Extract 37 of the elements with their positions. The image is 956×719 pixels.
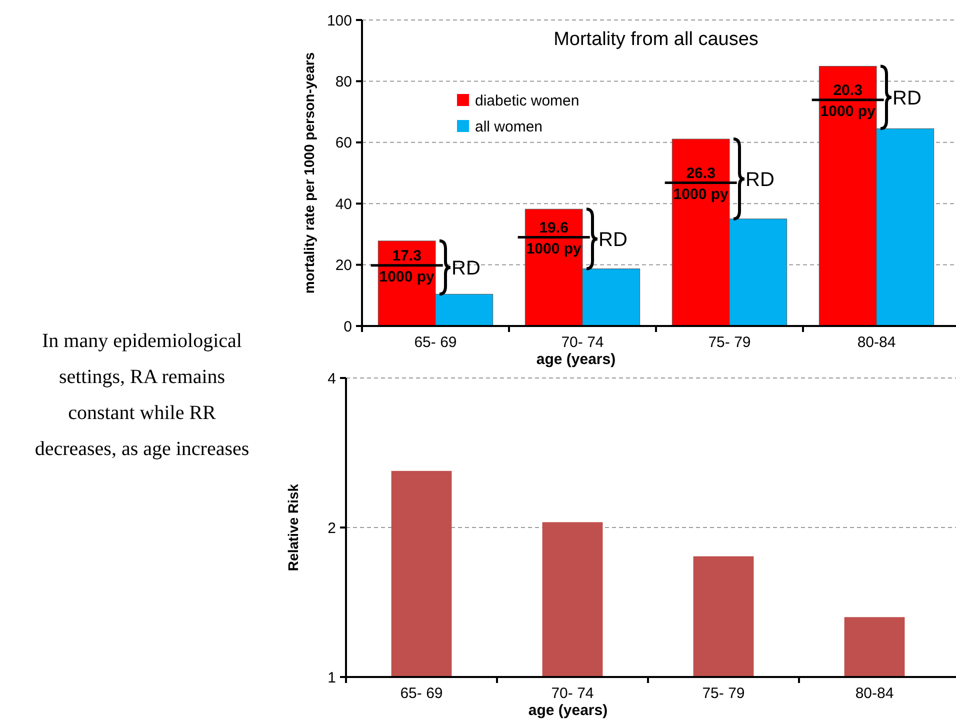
x-tick-label: 70- 74 bbox=[551, 685, 594, 702]
y-tick-label: 0 bbox=[344, 318, 352, 336]
annotation: 26.3 bbox=[686, 164, 716, 182]
annotation: RD bbox=[746, 169, 774, 192]
x-tick-label: 70- 74 bbox=[561, 334, 604, 351]
y-axis-title: mortality rate per 1000 person-years bbox=[301, 52, 317, 294]
y-tick-label: 1 bbox=[328, 669, 336, 686]
y-tick-label: 20 bbox=[335, 257, 352, 274]
y-tick-label: 4 bbox=[328, 370, 336, 388]
annotation: 1000 py bbox=[379, 268, 436, 286]
y-tick-label: 100 bbox=[326, 12, 352, 30]
text: In many epidemiological settings, RA remains constant while RR decreases, as age increases bbox=[34, 330, 250, 460]
legend-label: diabetic women bbox=[475, 92, 580, 110]
y-tick-label: 2 bbox=[328, 520, 336, 537]
x-tick-label: 65- 69 bbox=[400, 685, 443, 702]
annotation: 1000 py bbox=[820, 102, 876, 120]
x-tick-label: 80-84 bbox=[855, 685, 894, 702]
x-axis-title: age (years) bbox=[536, 351, 616, 368]
annotation: 20.3 bbox=[833, 82, 862, 99]
y-tick-label: 40 bbox=[335, 196, 352, 213]
y-tick-label: 60 bbox=[335, 134, 352, 152]
legend-label: all women bbox=[475, 118, 543, 136]
x-tick-label: 80-84 bbox=[857, 334, 896, 351]
annotation: 17.3 bbox=[392, 247, 422, 264]
annotation: 1000 py bbox=[526, 240, 582, 258]
annotation: RD bbox=[452, 258, 480, 280]
annotation: 19.6 bbox=[539, 219, 568, 236]
annotation: 1000 py bbox=[673, 186, 730, 203]
x-tick-label: 65- 69 bbox=[414, 334, 457, 351]
y-tick-label: 80 bbox=[335, 73, 352, 90]
x-tick-label: 75- 79 bbox=[708, 334, 751, 351]
annotation: RD bbox=[598, 228, 628, 251]
annotation: RD bbox=[892, 87, 922, 110]
x-axis-title: age (years) bbox=[528, 702, 608, 719]
text: Mortality from all causes bbox=[554, 29, 758, 50]
y-axis-title: Relative Risk bbox=[285, 484, 301, 572]
x-tick-label: 75- 79 bbox=[702, 685, 745, 702]
